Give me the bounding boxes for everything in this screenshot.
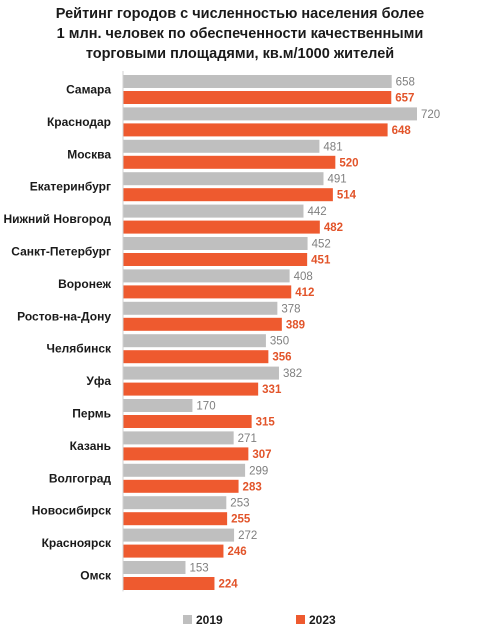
bar-2019	[123, 431, 234, 445]
bar-2023	[123, 479, 239, 493]
bar-2023	[123, 317, 282, 331]
data-label-2023: 246	[227, 546, 246, 558]
bar-2019	[123, 301, 278, 315]
category-label: Воронеж	[58, 277, 111, 291]
data-label-2023: 224	[218, 579, 238, 591]
data-label-2023: 657	[395, 93, 414, 105]
data-label-2019: 382	[283, 368, 302, 380]
data-label-2023: 482	[324, 222, 343, 234]
bar-2019	[123, 139, 320, 153]
data-label-2019: 658	[396, 77, 415, 89]
bar-2019	[123, 75, 392, 88]
data-label-2023: 520	[339, 157, 358, 169]
chart-title-line-2: 1 млн. человек по обеспеченности качеств…	[56, 26, 424, 42]
category-label: Челябинск	[47, 342, 112, 356]
bar-2019	[123, 463, 246, 477]
bar-2023	[123, 253, 308, 266]
bar-2023	[123, 91, 392, 104]
legend-label-2019: 2019	[196, 613, 223, 627]
category-label: Новосибирск	[32, 504, 112, 518]
category-label: Москва	[67, 147, 111, 161]
chart-title-line-3: торговыми площадями, кв.м/1000 жителей	[85, 46, 395, 62]
data-label-2023: 255	[231, 514, 251, 526]
data-label-2019: 170	[196, 401, 215, 413]
chart-title-line-1: Рейтинг городов с численностью населения…	[55, 6, 425, 22]
bar-2023	[123, 415, 252, 428]
bar-2019	[123, 528, 235, 542]
data-label-2023: 307	[252, 449, 271, 461]
data-label-2023: 514	[337, 190, 357, 202]
bar-2023	[123, 123, 388, 137]
data-label-2019: 491	[327, 174, 346, 186]
legend-label-2023: 2023	[309, 613, 336, 627]
category-label: Санкт-Петербург	[11, 245, 111, 259]
bar-2023	[123, 544, 224, 558]
chart-title: Рейтинг городов с численностью населения…	[0, 4, 480, 64]
bar-2019	[123, 204, 304, 218]
data-label-2023: 331	[262, 384, 282, 396]
data-label-2023: 451	[311, 255, 331, 267]
category-label: Омск	[80, 569, 112, 583]
bar-2019	[123, 237, 308, 250]
data-label-2019: 271	[238, 433, 257, 445]
bar-2019	[123, 399, 193, 412]
legend-swatch-2019	[183, 615, 192, 624]
bar-2023	[123, 155, 336, 169]
legend-swatch-2023	[296, 615, 305, 624]
category-label: Краснодар	[47, 115, 111, 129]
data-label-2019: 408	[294, 271, 313, 283]
bar-2023	[123, 577, 215, 590]
category-label: Ростов-на-Дону	[17, 309, 111, 323]
data-label-2023: 389	[286, 319, 305, 331]
bar-2023	[123, 382, 259, 396]
bar-2023	[123, 220, 320, 234]
data-label-2023: 283	[243, 481, 262, 493]
data-label-2019: 452	[312, 239, 331, 251]
data-label-2019: 442	[307, 206, 326, 218]
bar-2019	[123, 107, 417, 121]
category-label: Пермь	[72, 407, 111, 421]
category-label: Екатеринбург	[30, 180, 111, 194]
bar-2023	[123, 285, 292, 299]
data-label-2019: 481	[323, 141, 342, 153]
category-label: Уфа	[86, 374, 111, 388]
data-label-2023: 648	[392, 125, 412, 137]
bar-2019	[123, 561, 186, 574]
data-label-2023: 315	[256, 417, 276, 429]
category-label: Самара	[66, 83, 111, 97]
data-label-2023: 412	[295, 287, 314, 299]
bar-2023	[123, 512, 228, 526]
data-label-2019: 253	[230, 498, 249, 510]
category-label: Красноярск	[42, 536, 112, 550]
category-label: Казань	[70, 439, 111, 453]
data-label-2023: 356	[272, 352, 291, 364]
bar-2019	[123, 366, 279, 380]
bar-2019	[123, 334, 266, 348]
bar-2019	[123, 269, 290, 283]
data-label-2019: 350	[270, 336, 289, 348]
data-label-2019: 299	[249, 465, 268, 477]
bar-2019	[123, 172, 324, 186]
data-label-2019: 720	[421, 109, 440, 121]
bar-2023	[123, 447, 249, 461]
bar-2019	[123, 496, 227, 510]
bar-2023	[123, 350, 269, 364]
data-label-2019: 272	[238, 530, 257, 542]
data-label-2019: 153	[189, 563, 208, 575]
bar-2023	[123, 188, 333, 202]
data-label-2019: 378	[281, 303, 300, 315]
category-label: Волгоград	[49, 471, 111, 485]
category-label: Нижний Новгород	[3, 212, 111, 226]
